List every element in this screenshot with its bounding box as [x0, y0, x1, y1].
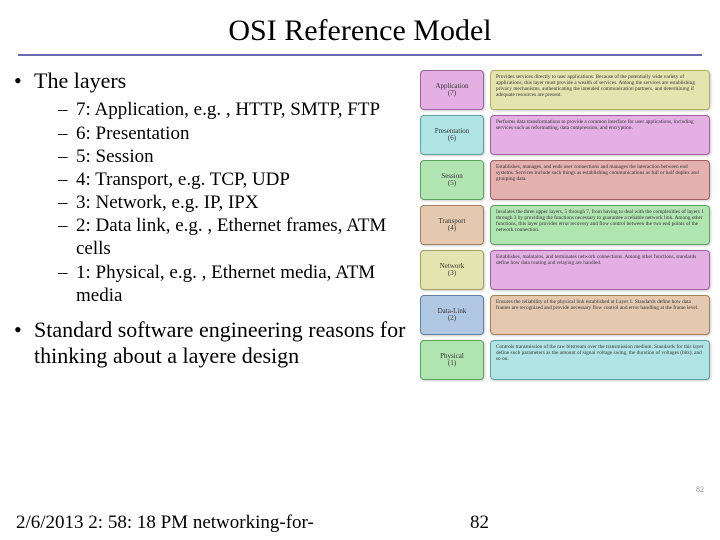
osi-layer-number: (7)	[448, 90, 456, 97]
osi-layer-description: Insulates the three upper layers, 5 thro…	[490, 205, 710, 245]
sub-bullet: 2: Data link, e.g. , Ethernet frames, AT…	[62, 214, 418, 260]
osi-layer-number: (6)	[448, 135, 456, 142]
osi-layer-number: (2)	[448, 315, 456, 322]
osi-layer-number: (5)	[448, 180, 456, 187]
osi-layer-description: Establishes, manages, and ends user conn…	[490, 160, 710, 200]
osi-row: Application(7)Provides services directly…	[420, 70, 712, 110]
bullet-layers: The layers	[8, 68, 418, 94]
osi-layer-number: (4)	[448, 225, 456, 232]
sub-bullet-list: 7: Application, e.g. , HTTP, SMTP, FTP 6…	[8, 98, 418, 307]
osi-layer-description: Ensures the reliability of the physical …	[490, 295, 710, 335]
text-column: The layers 7: Application, e.g. , HTTP, …	[8, 68, 418, 385]
sub-bullet: 3: Network, e.g. IP, IPX	[62, 191, 418, 214]
osi-layer-number: (3)	[448, 270, 456, 277]
sub-bullet: 6: Presentation	[62, 122, 418, 145]
osi-layer-label: Session(5)	[420, 160, 484, 200]
sub-bullet: 5: Session	[62, 145, 418, 168]
osi-layer-label: Physical(1)	[420, 340, 484, 380]
content-area: The layers 7: Application, e.g. , HTTP, …	[0, 56, 720, 385]
sub-bullet: 4: Transport, e.g. TCP, UDP	[62, 168, 418, 191]
osi-row: Data-Link(2)Ensures the reliability of t…	[420, 295, 712, 335]
osi-layer-description: Establishes, maintains, and terminates n…	[490, 250, 710, 290]
footer-timestamp: 2/6/2013 2: 58: 18 PM networking-for-	[16, 512, 314, 534]
osi-layer-label: Transport(4)	[420, 205, 484, 245]
page-number-large: 82	[470, 512, 489, 534]
osi-row: Session(5)Establishes, manages, and ends…	[420, 160, 712, 200]
osi-diagram: Application(7)Provides services directly…	[418, 68, 712, 385]
osi-row: Presentation(6)Performs data transformat…	[420, 115, 712, 155]
page-number-small: 82	[696, 485, 704, 494]
osi-layer-label: Application(7)	[420, 70, 484, 110]
osi-row: Transport(4)Insulates the three upper la…	[420, 205, 712, 245]
osi-row: Physical(1)Controls transmission of the …	[420, 340, 712, 380]
page-title: OSI Reference Model	[0, 0, 720, 48]
osi-layer-description: Provides services directly to user appli…	[490, 70, 710, 110]
osi-layer-number: (1)	[448, 360, 456, 367]
sub-bullet: 7: Application, e.g. , HTTP, SMTP, FTP	[62, 98, 418, 121]
osi-row: Network(3)Establishes, maintains, and te…	[420, 250, 712, 290]
osi-layer-label: Data-Link(2)	[420, 295, 484, 335]
osi-layer-description: Performs data transformations to provide…	[490, 115, 710, 155]
sub-bullet: 1: Physical, e.g. , Ethernet media, ATM …	[62, 261, 418, 307]
osi-layer-label: Network(3)	[420, 250, 484, 290]
osi-layer-label: Presentation(6)	[420, 115, 484, 155]
bullet-standard: Standard software engineering reasons fo…	[8, 317, 418, 370]
osi-layer-description: Controls transmission of the raw bitstre…	[490, 340, 710, 380]
